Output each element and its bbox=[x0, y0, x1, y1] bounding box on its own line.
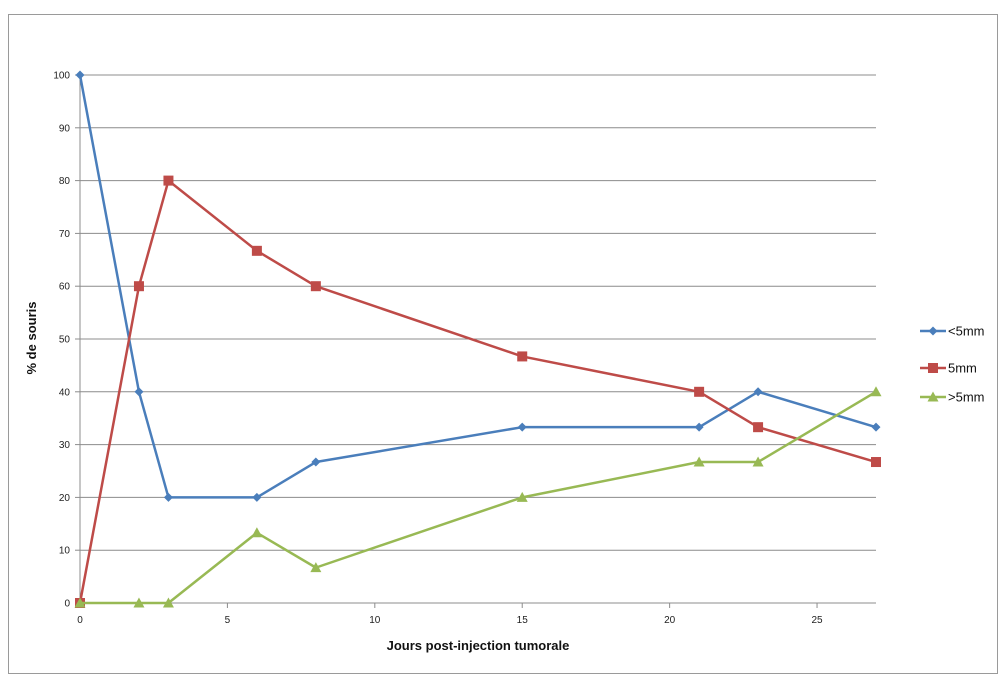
data-point bbox=[693, 456, 705, 467]
data-point bbox=[694, 422, 704, 432]
legend-label: 5mm bbox=[948, 361, 977, 376]
data-point bbox=[163, 175, 174, 186]
legend-label: >5mm bbox=[948, 390, 984, 405]
y-tick-label: 50 bbox=[59, 335, 71, 346]
series-0 bbox=[75, 70, 881, 502]
series-2 bbox=[74, 386, 882, 608]
gridlines bbox=[80, 74, 876, 551]
x-tick-label: 5 bbox=[225, 615, 231, 626]
x-tick-label: 0 bbox=[77, 615, 83, 626]
y-tick-label: 100 bbox=[53, 71, 70, 82]
data-point bbox=[870, 386, 882, 397]
data-point bbox=[517, 351, 528, 362]
data-point bbox=[133, 281, 144, 292]
legend-marker bbox=[927, 391, 939, 402]
data-point bbox=[517, 422, 527, 432]
y-tick-label: 80 bbox=[59, 176, 71, 187]
data-point bbox=[871, 422, 881, 432]
data-point bbox=[753, 387, 763, 397]
y-tick-label: 90 bbox=[59, 123, 71, 134]
data-point bbox=[311, 457, 321, 467]
y-axis-title: % de souris bbox=[24, 302, 39, 375]
data-point bbox=[694, 386, 705, 397]
data-point bbox=[134, 387, 144, 397]
y-tick-label: 60 bbox=[59, 282, 71, 293]
data-point bbox=[162, 597, 174, 608]
x-tick-labels: 0 5 10 15 20 25 bbox=[77, 615, 823, 626]
data-point bbox=[310, 562, 322, 573]
y-tick-label: 30 bbox=[59, 440, 71, 451]
y-tick-label: 40 bbox=[59, 387, 71, 398]
data-series bbox=[74, 70, 882, 608]
x-tick-label: 25 bbox=[811, 615, 823, 626]
x-tick-label: 15 bbox=[517, 615, 529, 626]
y-tick-label: 10 bbox=[59, 546, 71, 557]
legend-marker bbox=[928, 326, 938, 336]
y-tick-label: 70 bbox=[59, 229, 71, 240]
x-tick-label: 10 bbox=[369, 615, 381, 626]
legend: <5mm 5mm >5mm bbox=[920, 324, 984, 405]
data-point bbox=[252, 492, 262, 502]
data-point bbox=[753, 422, 764, 433]
y-tick-label: 20 bbox=[59, 493, 71, 504]
x-tick-label: 20 bbox=[664, 615, 676, 626]
data-point bbox=[163, 492, 173, 502]
data-point bbox=[251, 245, 262, 256]
data-point bbox=[752, 456, 764, 467]
data-point bbox=[516, 491, 528, 502]
y-tick-labels: 0 10 20 30 40 50 60 70 80 90 100 bbox=[53, 71, 70, 610]
data-point bbox=[251, 527, 263, 538]
chart-area bbox=[8, 14, 998, 674]
legend-marker bbox=[928, 363, 938, 373]
legend-label: <5mm bbox=[948, 324, 984, 339]
x-axis-title: Jours post-injection tumorale bbox=[387, 638, 570, 653]
data-point bbox=[133, 597, 145, 608]
data-point bbox=[871, 457, 881, 468]
data-point bbox=[74, 597, 86, 608]
data-point bbox=[310, 281, 321, 292]
data-point bbox=[75, 70, 85, 80]
y-tick-label: 0 bbox=[64, 599, 70, 610]
